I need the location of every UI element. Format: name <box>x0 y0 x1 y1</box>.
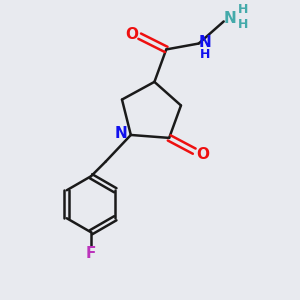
Text: N: N <box>115 126 128 141</box>
Text: H: H <box>238 18 248 31</box>
Text: O: O <box>196 147 209 162</box>
Text: H: H <box>238 2 248 16</box>
Text: O: O <box>125 27 138 42</box>
Text: F: F <box>86 246 96 261</box>
Text: N: N <box>223 11 236 26</box>
Text: H: H <box>200 48 210 61</box>
Text: N: N <box>199 35 211 50</box>
